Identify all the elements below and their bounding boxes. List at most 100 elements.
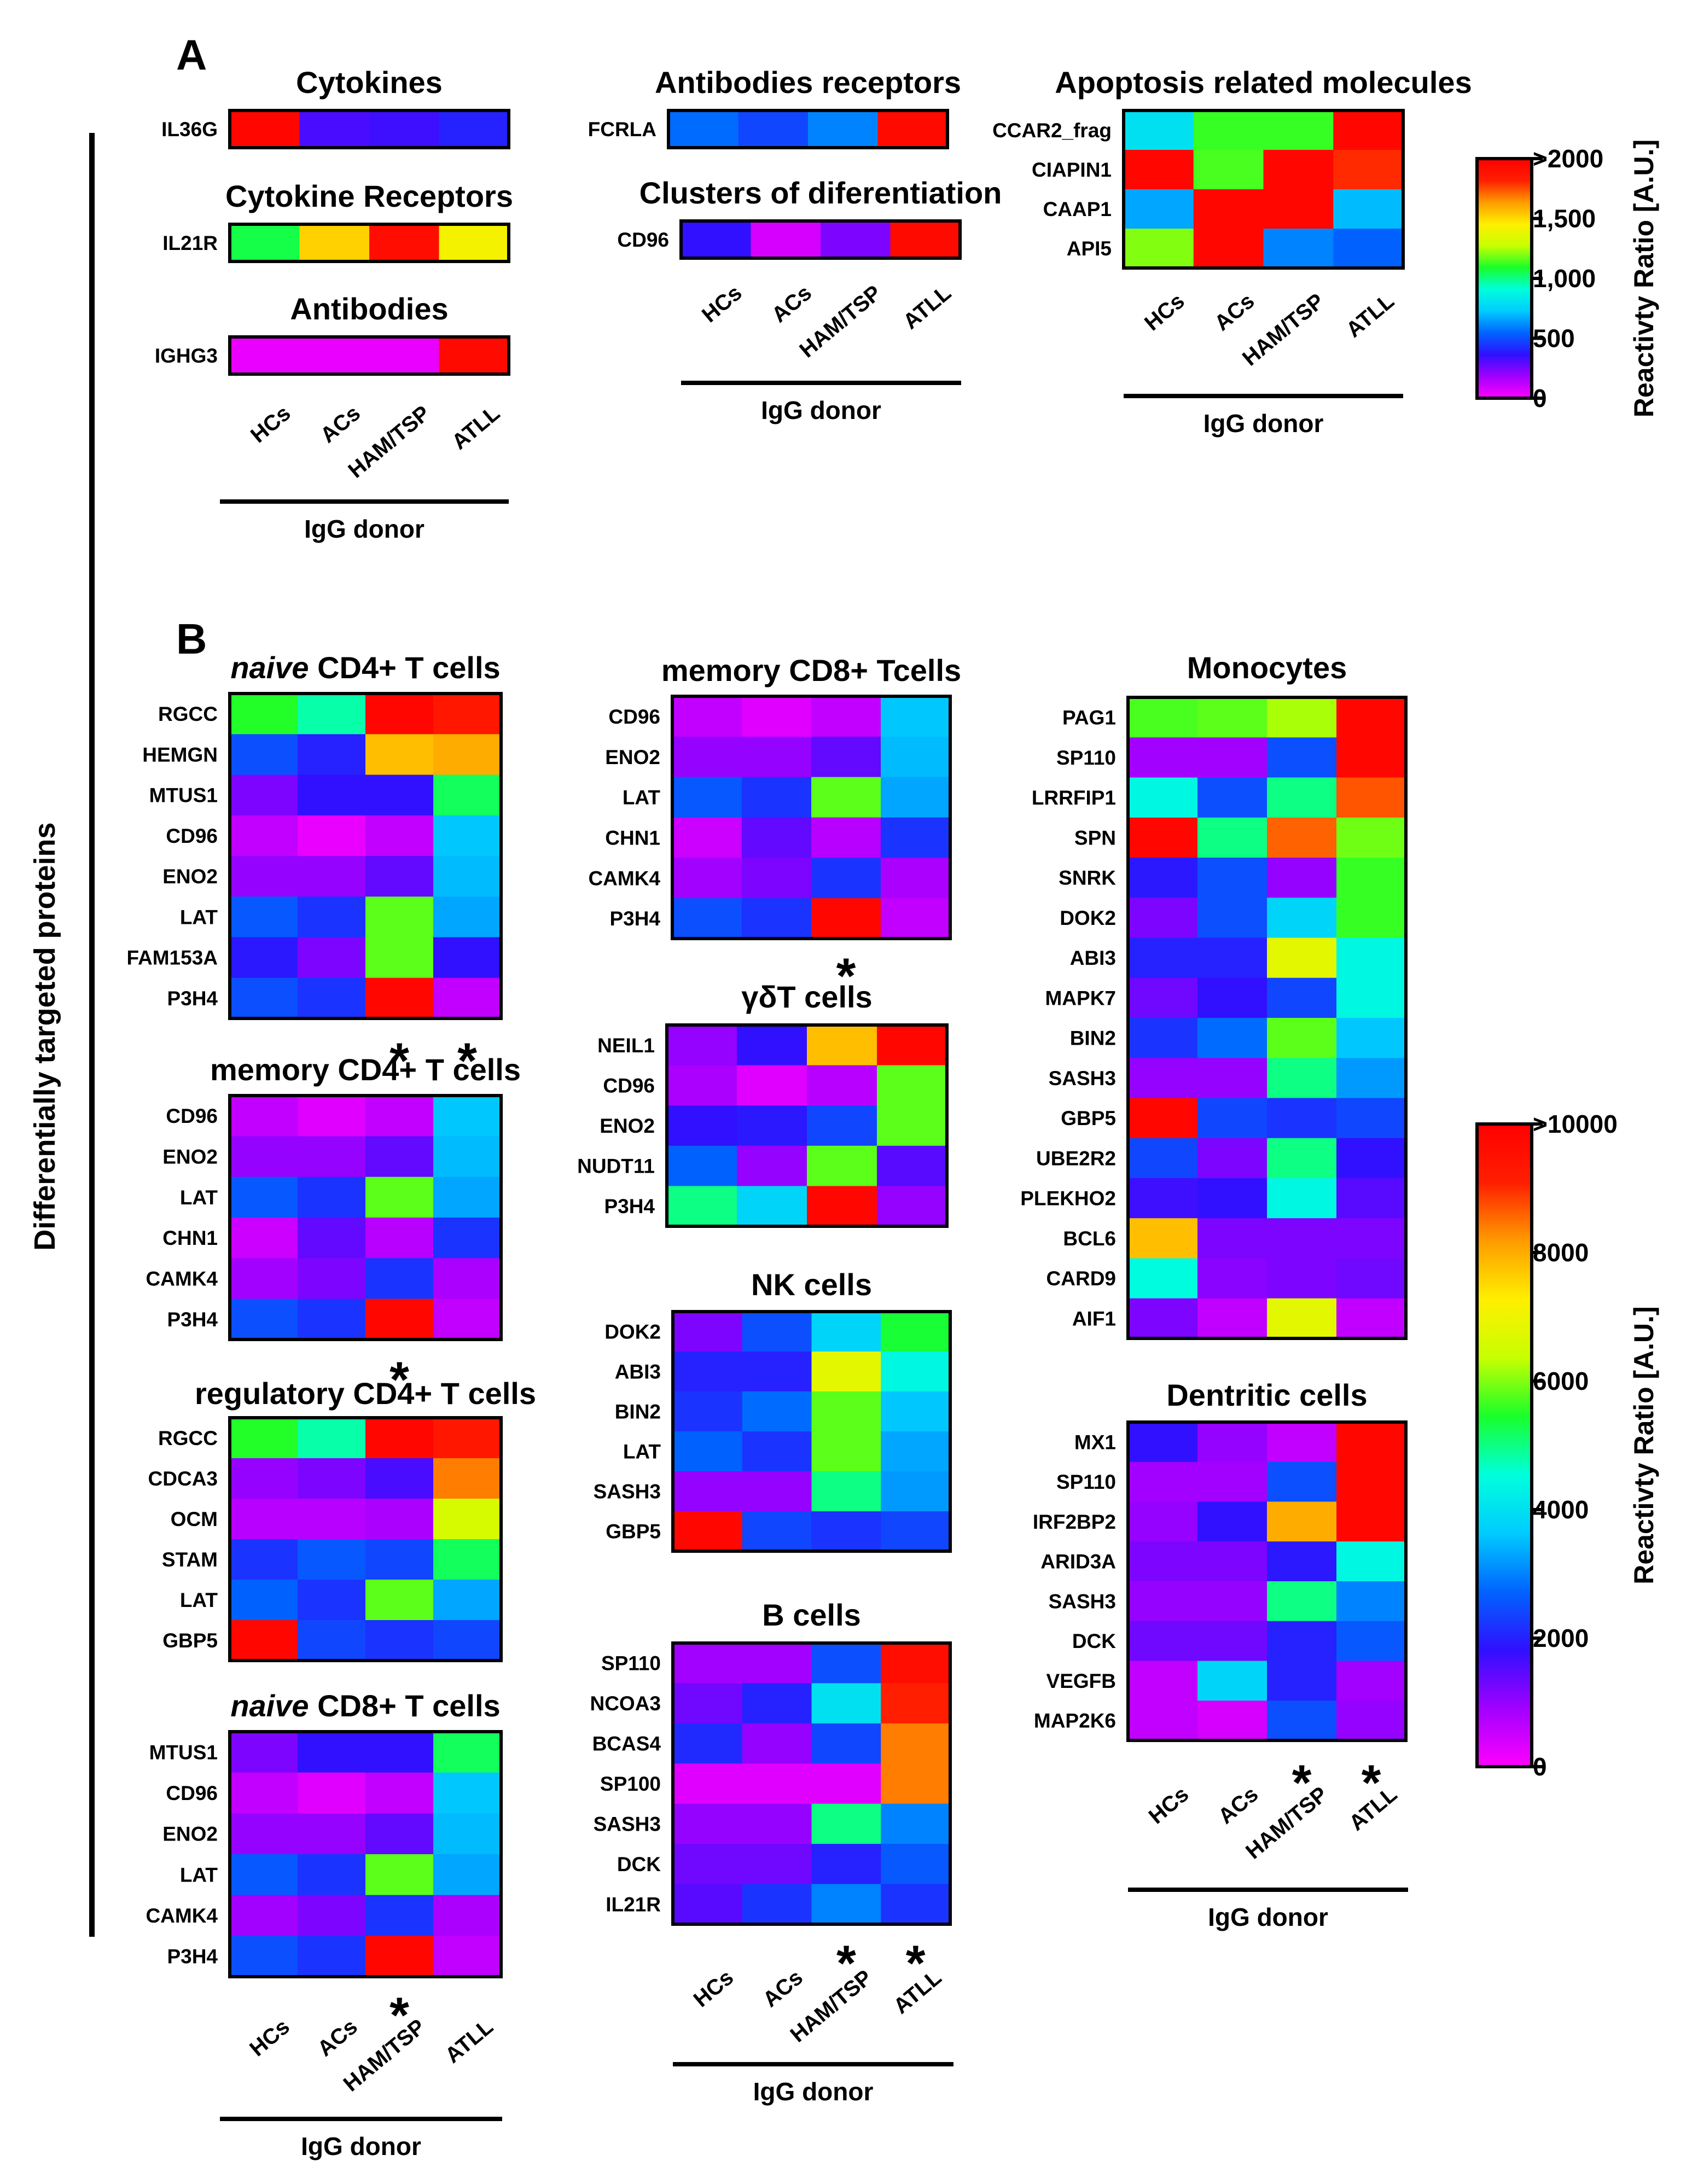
heatmap-cell [1128,1581,1198,1622]
heatmap-title: NK cells [751,1267,872,1302]
row-label-mtus1: MTUS1 [149,784,218,807]
heatmap-cell [1197,1461,1267,1502]
column-label-atll: ATLL [1342,289,1399,342]
heatmap-cell [230,856,298,897]
heatmap-cell [433,1218,502,1259]
heatmap-cell [433,1854,502,1896]
heatmap-cell [365,734,434,776]
colorbar-tick-label: 0 [1533,384,1547,412]
column-label-hcs: HCs [1144,1782,1194,1828]
row-label-gbp5: GBP5 [606,1521,661,1543]
row-label-irf2bp2: IRF2BP2 [1033,1511,1116,1533]
heatmap-cell [298,1218,366,1259]
heatmap-cell [433,977,502,1019]
heatmap-dc: Dentritic cells MX1 SP110 IRF2BP2 ARID3A SASH… [1033,1378,1408,1931]
heatmap-cell [877,110,948,148]
heatmap-cell [365,1732,434,1773]
heatmap-cell [298,1772,366,1814]
heatmap-cell [1128,1098,1198,1139]
heatmap-cell [667,1186,737,1227]
heatmap-cell [230,1539,298,1580]
row-label-p3h4: P3H4 [604,1195,655,1218]
heatmap-cell [811,1884,881,1925]
heatmap-cell [742,1511,812,1552]
heatmap-cell [742,1312,812,1352]
row-label-mx1: MX1 [1074,1431,1116,1453]
heatmap-cell [881,736,951,778]
heatmap-cell [365,1813,434,1855]
row-label-sash3: SASH3 [594,1481,661,1503]
significance-star: * [457,1033,477,1089]
colorbar-tick-mark [1531,397,1543,400]
heatmap-cell [433,1298,502,1340]
heatmap-cell [742,1391,812,1432]
heatmap-cell [1128,977,1198,1018]
heatmap-title: Cytokine Receptors [225,179,513,213]
heatmap-cell [230,937,298,979]
heatmap-cell [742,777,812,818]
row-label-fam153a: FAM153A [126,947,218,969]
heatmap-cell [1336,1621,1406,1662]
colorbar-tick-mark [1531,157,1543,160]
row-label-p3h4: P3H4 [167,1946,218,1968]
heatmap-cell [1197,937,1267,979]
heatmap-cell [1193,150,1264,190]
heatmap-cell [811,1471,881,1512]
heatmap-cell [1263,110,1334,150]
row-label-cd96: CD96 [166,1782,218,1804]
heatmap-cell [230,815,298,857]
heatmap-nk: NK cells DOK2 ABI3 BIN2 LAT SASH3 GBP5 [594,1267,952,1553]
heatmap-cell [230,1258,298,1300]
heatmap-border [671,1310,952,1553]
colorbar-tick-label: 1,500 [1533,205,1596,233]
heatmap-cell [673,1803,743,1844]
heatmap-cell [1263,229,1334,269]
heatmap-cell [811,1511,881,1552]
heatmap-cell [433,1136,502,1178]
heatmap-n8: naive CD8+ T cells MTUS1 CD96 ENO2 LAT CAMK4 P… [146,1688,503,2160]
heatmap-cell [1336,1098,1406,1139]
heatmap-cell [433,1539,502,1580]
heatmap-cell [230,1418,298,1459]
row-label-lat: LAT [180,906,218,928]
row-label-card9: CARD9 [1046,1267,1116,1290]
heatmap-cell [369,337,440,375]
heatmap-cell [1197,1621,1267,1662]
heatmap-title: B cells [762,1598,861,1632]
heatmap-cell [1267,1581,1337,1622]
panel-label-b: B [176,615,207,663]
heatmap-cell [811,1683,881,1724]
colorbar-tick-label: >2000 [1533,144,1603,173]
heatmap-cell [298,1620,366,1661]
heatmap-cell [433,1499,502,1540]
heatmap-cell [1197,1098,1267,1139]
heatmap-cell [298,1895,366,1936]
heatmap-cell [1333,189,1404,229]
colorbar-tick-label: 500 [1533,324,1575,353]
heatmap-border [228,1416,503,1662]
heatmap-cell [1336,697,1406,738]
heatmap-cell [298,1418,366,1459]
heatmap-cell [433,1772,502,1814]
heatmap-cell [365,1499,434,1540]
row-label-bcl6: BCL6 [1063,1227,1116,1250]
colorbar-tick-mark [1531,1379,1543,1383]
heatmap-cell [811,858,881,899]
heatmap-title: Antibodies receptors [655,65,961,100]
heatmap-cell [1336,1461,1406,1502]
heatmap-cell [742,858,812,899]
heatmap-cell [1197,777,1267,818]
heatmap-cell [811,898,881,939]
heatmap-cell [230,1620,298,1661]
row-label-lat: LAT [180,1589,218,1611]
row-label-chn1: CHN1 [605,826,660,849]
colorbar-tick-mark [1531,336,1543,340]
heatmap-cell [230,734,298,776]
heatmap-cell [1193,110,1264,150]
x-axis-line [1124,394,1403,398]
heatmap-cell [881,1511,951,1552]
heatmap-title: Apoptosis related molecules [1055,65,1472,100]
heatmap-cell [365,1177,434,1218]
heatmap-cell [1267,1461,1337,1502]
